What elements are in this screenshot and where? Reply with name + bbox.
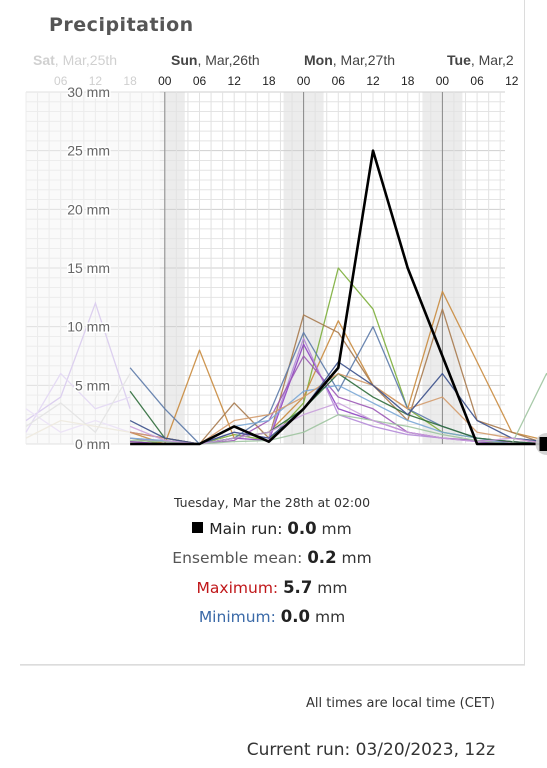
day-label-date: , Mar,27th [333,52,395,68]
main-run-line [130,149,547,446]
highlight-marker [539,437,547,451]
day-label-weekday: Mon [304,52,333,68]
hour-tick-label: 12 [505,74,519,88]
hour-tick-label: 06 [193,74,207,88]
chart-title: Precipitation [49,14,194,36]
tooltip-ensemble-mean: Ensemble mean: 0.2 mm [20,548,524,567]
main-run-label: Main run: [209,520,288,538]
ensemble-mean-unit: mm [341,549,372,567]
day-label: Tue, Mar,2 [447,52,514,68]
ensemble-member-line [129,402,547,445]
tooltip-maximum: Maximum: 5.7 mm [20,578,524,597]
day-label-date: , Mar,25th [55,52,117,68]
y-tick-label: 20 mm [67,201,110,217]
history-series-line [25,301,131,422]
ensemble-mean-label: Ensemble mean: [172,549,308,567]
ensemble-member-line [129,372,547,445]
maximum-label: Maximum: [196,579,284,597]
hour-tick-label: 12 [89,74,103,88]
timezone-note: All times are local time (CET) [306,696,495,711]
main-run-value: 0.0 [287,519,317,538]
history-fade [0,48,160,452]
day-label: Mon, Mar,27th [304,52,395,68]
y-tick-label: 5 mm [75,377,110,393]
y-tick-label: 25 mm [67,143,110,159]
main-run-unit: mm [321,520,352,538]
gridlines [25,91,505,445]
hour-tick-label: 12 [228,74,242,88]
hour-tick-label: 18 [262,74,276,88]
hour-tick-label: 00 [297,74,311,88]
hour-tick-label: 00 [436,74,450,88]
y-tick-label: 0 mm [75,436,110,452]
ensemble-member-line [130,372,547,445]
main-run-marker-icon [192,522,204,533]
tooltip-date: Tuesday, Mar the 28th at 02:00 [173,495,371,510]
y-tick-label: 10 mm [67,319,110,335]
y-tick-label: 15 mm [67,260,110,276]
maximum-unit: mm [317,579,348,597]
day-label-weekday: Sat [33,52,55,68]
tooltip-main-run: Main run: 0.0 mm [20,519,524,538]
hour-tick-label: 18 [401,74,415,88]
minimum-unit: mm [314,608,346,626]
ensemble-member-line [130,308,547,445]
day-label-date: , Mar,26th [197,52,259,68]
day-label-weekday: Tue [447,52,471,68]
minimum-value: 0.0 [280,607,311,626]
ensemble-member-line [129,361,547,445]
day-label-date: , Mar,2 [471,52,514,68]
hour-tick-label: 00 [158,74,172,88]
tooltip-minimum: Minimum: 0.0 mm [20,607,524,626]
ensemble-member-line [129,267,547,445]
ensemble-mean-value: 0.2 [307,548,337,567]
history-series-line [25,419,131,439]
day-label: Sat, Mar,25th [33,52,117,68]
day-label: Sun, Mar,26th [171,52,260,68]
hour-tick-label: 06 [332,74,346,88]
hour-tick-label: 18 [123,74,137,88]
minimum-label: Minimum: [198,608,281,626]
history-series-line [25,408,131,433]
history-series-line [25,373,131,434]
hour-tick-label: 06 [470,74,484,88]
day-label-weekday: Sun [171,52,197,68]
y-tick-label: 30 mm [67,84,110,100]
current-run: Current run: 03/20/2023, 12z [246,740,495,760]
hour-tick-label: 12 [366,74,380,88]
maximum-value: 5.7 [283,578,313,597]
hour-tick-label: 06 [54,74,68,88]
